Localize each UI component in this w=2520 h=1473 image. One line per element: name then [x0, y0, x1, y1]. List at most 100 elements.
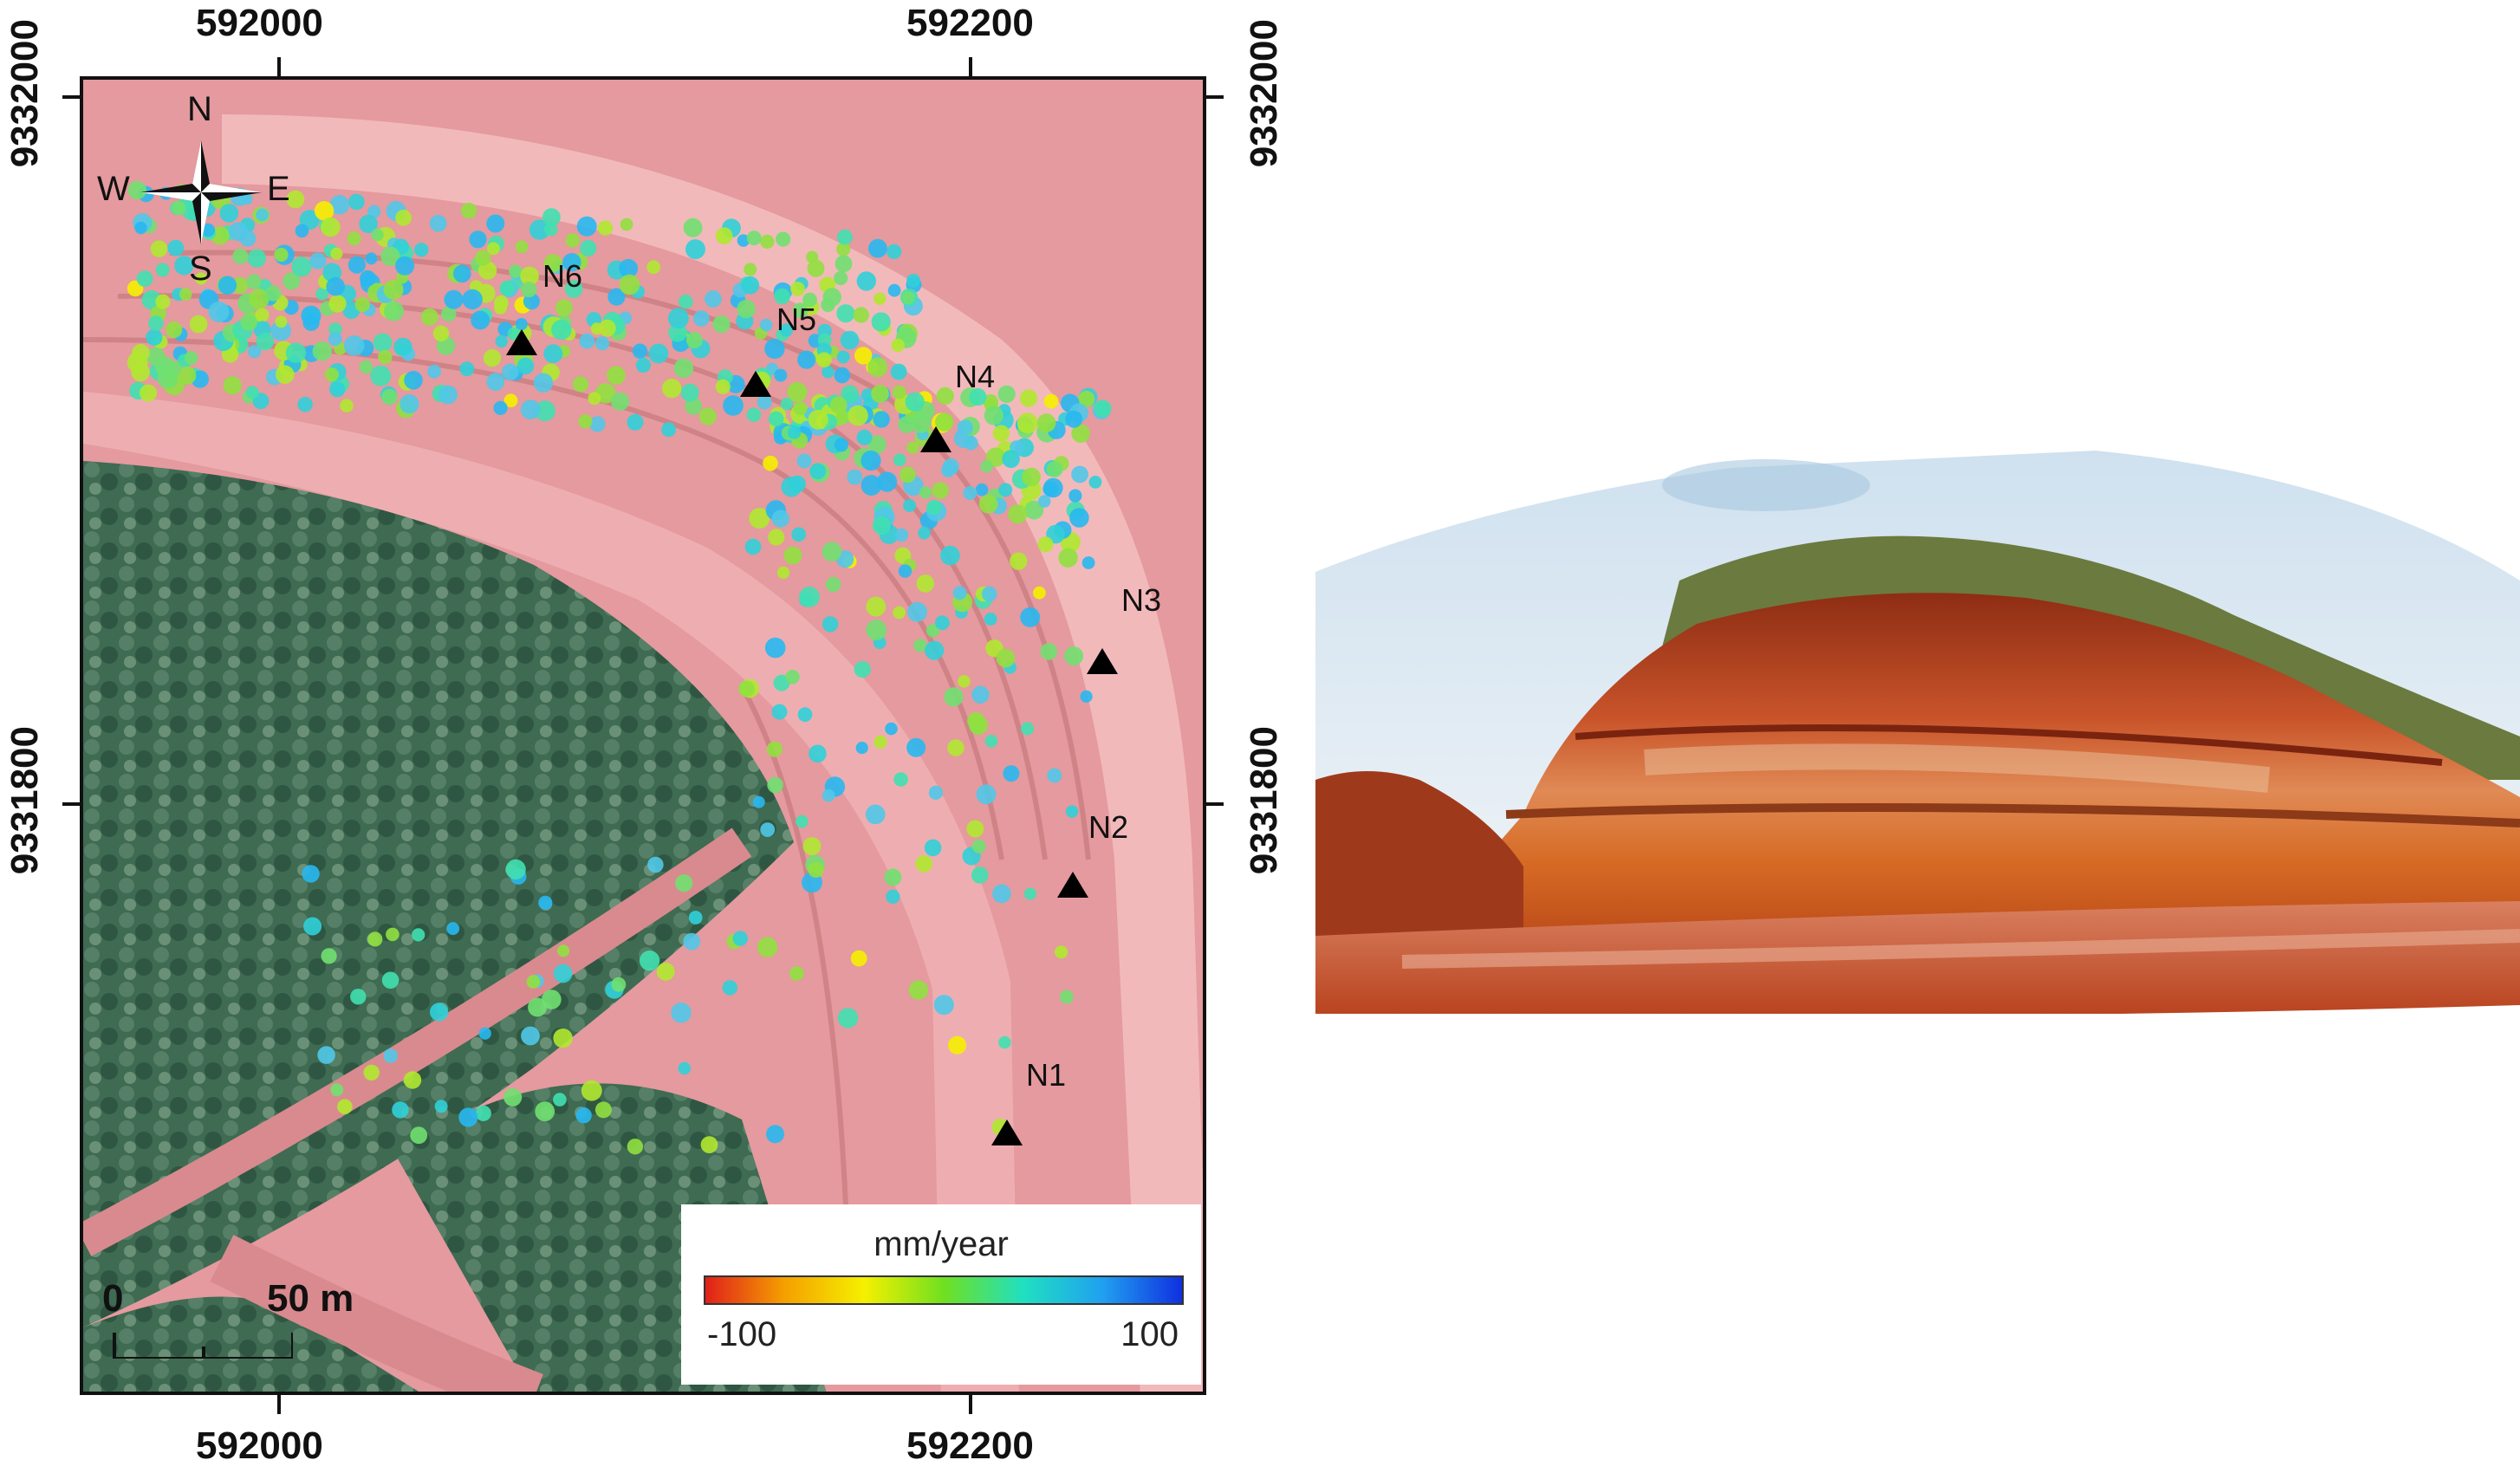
displacement-point: [749, 508, 770, 529]
displacement-point: [520, 266, 539, 286]
displacement-point: [746, 230, 762, 246]
displacement-point: [521, 1026, 540, 1046]
displacement-point: [516, 357, 535, 375]
forest-area-south: [83, 1296, 419, 1392]
bottom-tick-592000: 592000: [196, 1424, 323, 1467]
displacement-point: [874, 292, 887, 305]
marker-n6-label: N6: [542, 258, 583, 294]
displacement-point: [924, 839, 942, 857]
displacement-point: [850, 950, 867, 967]
displacement-point: [906, 737, 926, 757]
displacement-point: [594, 1101, 612, 1119]
displacement-point: [576, 216, 597, 237]
displacement-point: [760, 234, 775, 249]
displacement-point: [378, 349, 393, 365]
displacement-point: [503, 1087, 523, 1106]
displacement-point: [627, 1139, 644, 1155]
displacement-point: [542, 208, 561, 226]
displacement-point: [256, 208, 270, 222]
displacement-point: [373, 333, 393, 353]
displacement-point: [715, 379, 731, 394]
displacement-point: [771, 704, 788, 720]
displacement-point: [822, 366, 835, 379]
legend-min-label: -100: [707, 1315, 777, 1353]
marker-n2-label: N2: [1088, 809, 1129, 845]
displacement-point: [529, 219, 550, 240]
displacement-point: [884, 868, 902, 886]
displacement-point: [127, 180, 146, 200]
displacement-point: [893, 453, 906, 467]
displacement-point: [975, 483, 989, 496]
displacement-point: [543, 254, 562, 273]
displacement-point: [410, 1126, 428, 1145]
compass-n-label: N: [187, 90, 212, 128]
displacement-point: [348, 193, 365, 211]
displacement-point: [1078, 391, 1095, 407]
displacement-point: [928, 785, 943, 801]
displacement-point: [933, 995, 954, 1016]
displacement-point: [688, 911, 703, 925]
displacement-point: [817, 333, 832, 347]
displacement-point: [469, 230, 487, 249]
displacement-point: [562, 253, 581, 272]
displacement-point: [948, 1035, 967, 1054]
displacement-point: [329, 195, 349, 215]
displacement-point: [744, 263, 757, 276]
displacement-point: [835, 255, 853, 273]
displacement-point: [807, 259, 825, 277]
forest-area: [83, 461, 794, 1327]
displacement-point: [1043, 393, 1059, 409]
displacement-point: [877, 471, 898, 492]
displacement-point: [285, 342, 307, 363]
scale-distance-label: 50 m: [267, 1277, 354, 1320]
displacement-point: [1002, 450, 1020, 468]
displacement-point: [475, 1105, 491, 1121]
displacement-point: [611, 392, 630, 411]
displacement-point: [647, 856, 664, 873]
displacement-point: [399, 394, 419, 414]
displacement-point: [295, 224, 309, 238]
displacement-point: [916, 574, 935, 593]
displacement-point: [328, 295, 347, 313]
displacement-point: [926, 624, 940, 638]
displacement-point: [836, 350, 850, 364]
displacement-point: [700, 1136, 718, 1153]
displacement-point: [249, 289, 270, 309]
displacement-point: [255, 308, 270, 322]
displacement-point: [722, 980, 737, 996]
displacement-point: [486, 373, 505, 391]
displacement-point: [458, 1107, 478, 1127]
displacement-point: [1033, 586, 1046, 600]
displacement-point: [1008, 504, 1028, 524]
displacement-point: [825, 576, 841, 593]
displacement-point: [757, 937, 778, 957]
displacement-point: [328, 322, 342, 336]
displacement-point: [291, 256, 312, 277]
displacement-point: [662, 379, 682, 399]
displacement-point: [935, 412, 954, 432]
displacement-point: [283, 272, 301, 290]
displacement-point: [134, 221, 147, 235]
displacement-point: [766, 741, 783, 757]
displacement-point: [337, 1099, 353, 1114]
displacement-point: [834, 270, 848, 286]
photo-light-band: [1644, 743, 2270, 793]
displacement-point: [595, 336, 610, 351]
displacement-point: [913, 639, 927, 652]
displacement-point: [1020, 607, 1041, 627]
displacement-point: [303, 917, 322, 936]
displacement-point: [619, 274, 640, 295]
displacement-point: [764, 338, 785, 360]
displacement-point: [992, 425, 1010, 442]
displacement-point: [520, 399, 541, 420]
displacement-point: [790, 282, 805, 296]
displacement-point: [834, 438, 849, 452]
displacement-point: [321, 217, 341, 237]
displacement-point: [976, 784, 997, 805]
displacement-point: [274, 247, 289, 263]
displacement-point: [493, 400, 508, 415]
displacement-point: [891, 338, 905, 353]
displacement-point: [737, 234, 750, 247]
displacement-point: [179, 288, 192, 301]
quarry-slope-photo: [1315, 451, 2520, 1014]
